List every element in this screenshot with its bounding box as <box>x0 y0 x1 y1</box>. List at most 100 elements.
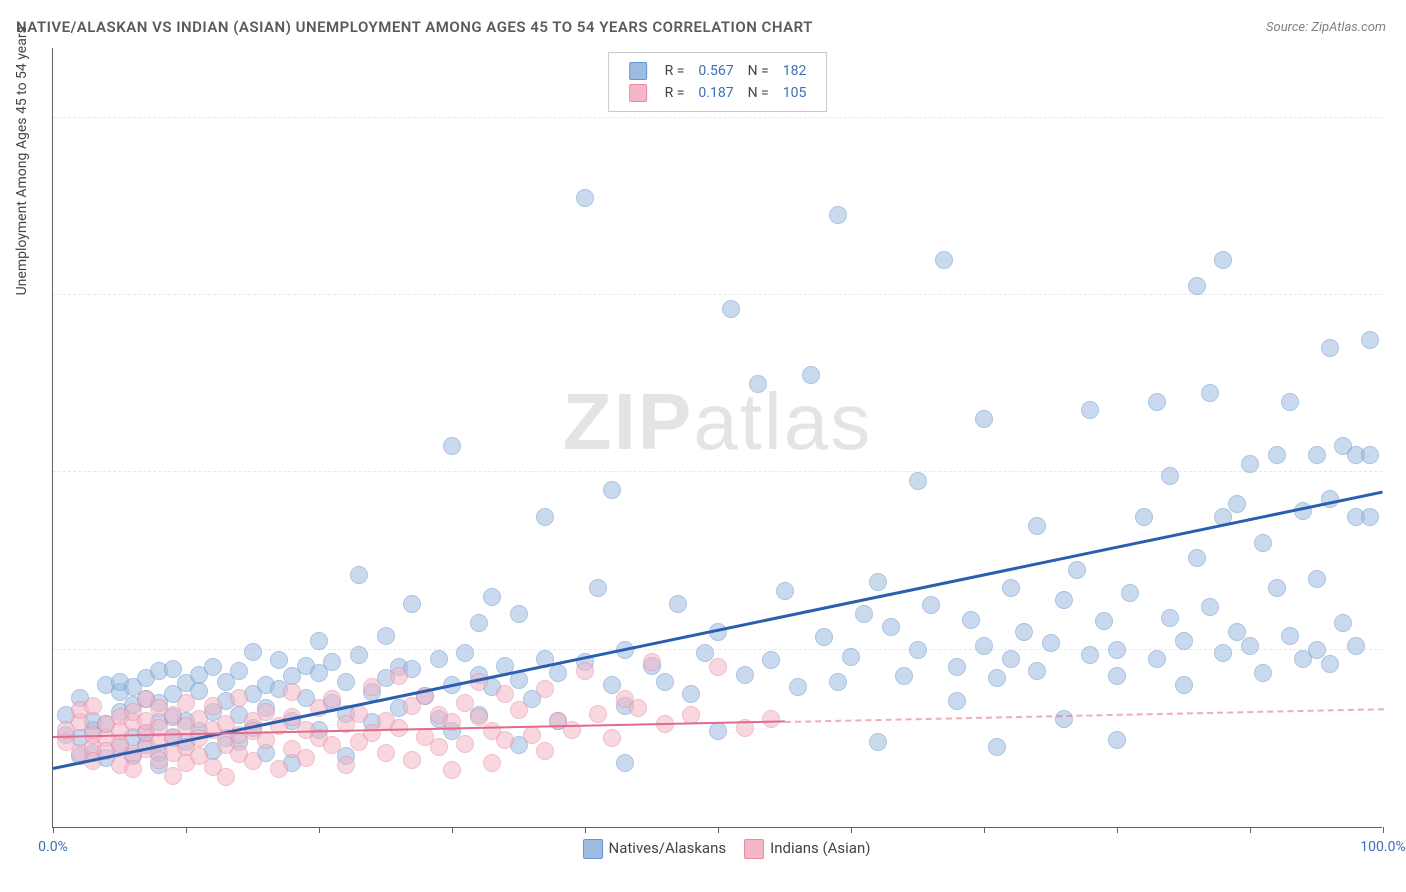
data-point <box>696 644 714 662</box>
data-point <box>443 437 461 455</box>
watermark: ZIPatlas <box>563 376 872 468</box>
legend-r-value: 0.567 <box>692 61 739 81</box>
data-point <box>377 627 395 645</box>
data-point <box>1121 584 1139 602</box>
data-point <box>1002 579 1020 597</box>
data-point <box>1308 570 1326 588</box>
data-point <box>483 588 501 606</box>
legend-r-value: 0.187 <box>692 83 739 103</box>
data-point <box>762 651 780 669</box>
source-attribution: Source: ZipAtlas.com <box>1266 20 1386 35</box>
data-point <box>1334 614 1352 632</box>
data-point <box>510 605 528 623</box>
data-point <box>443 761 461 779</box>
data-point <box>1228 495 1246 513</box>
legend-series-label: Indians (Asian) <box>770 839 870 857</box>
x-tick <box>452 827 453 833</box>
data-point <box>1308 641 1326 659</box>
data-point <box>948 658 966 676</box>
data-point <box>1015 623 1033 641</box>
data-point <box>1254 664 1272 682</box>
data-point <box>1228 623 1246 641</box>
data-point <box>337 756 355 774</box>
data-point <box>1028 662 1046 680</box>
data-point <box>257 731 275 749</box>
legend-correlation: R =0.567N =182R =0.187N =105 <box>608 52 828 112</box>
data-point <box>270 651 288 669</box>
data-point <box>988 738 1006 756</box>
data-point <box>1321 655 1339 673</box>
x-tick <box>53 827 54 833</box>
legend-swatch <box>583 839 603 859</box>
data-point <box>283 683 301 701</box>
legend-swatch <box>744 839 764 859</box>
data-point <box>403 595 421 613</box>
x-tick <box>984 827 985 833</box>
data-point <box>643 653 661 671</box>
data-point <box>815 628 833 646</box>
legend-n-label: N = <box>742 61 775 81</box>
data-point <box>975 637 993 655</box>
legend-r-label: R = <box>659 61 691 81</box>
data-point <box>1347 637 1365 655</box>
data-point <box>456 644 474 662</box>
data-point <box>1095 612 1113 630</box>
data-point <box>776 582 794 600</box>
y-tick-label: 30.0% <box>1392 271 1406 287</box>
data-point <box>536 680 554 698</box>
data-point <box>855 605 873 623</box>
gridline <box>53 471 1382 472</box>
x-tick-label: 100.0% <box>1360 839 1405 855</box>
data-point <box>1241 455 1259 473</box>
data-point <box>1148 393 1166 411</box>
data-point <box>722 300 740 318</box>
data-point <box>669 595 687 613</box>
data-point <box>1281 393 1299 411</box>
data-point <box>1148 650 1166 668</box>
data-point <box>164 660 182 678</box>
data-point <box>483 754 501 772</box>
data-point <box>204 697 222 715</box>
legend-swatch <box>629 84 647 102</box>
data-point <box>802 366 820 384</box>
data-point <box>1281 627 1299 645</box>
data-point <box>909 472 927 490</box>
data-point <box>975 410 993 428</box>
data-point <box>350 566 368 584</box>
legend-r-label: R = <box>659 83 691 103</box>
data-point <box>430 650 448 668</box>
data-point <box>1188 277 1206 295</box>
data-point <box>589 579 607 597</box>
data-point <box>1254 534 1272 552</box>
data-point <box>829 206 847 224</box>
data-point <box>390 667 408 685</box>
data-point <box>1214 251 1232 269</box>
data-point <box>323 690 341 708</box>
y-axis-label: Unemployment Among Ages 45 to 54 years <box>14 26 30 295</box>
data-point <box>1081 401 1099 419</box>
data-point <box>1161 467 1179 485</box>
data-point <box>350 646 368 664</box>
data-point <box>403 751 421 769</box>
legend-n-value: 105 <box>777 83 813 103</box>
data-point <box>1361 446 1379 464</box>
data-point <box>749 375 767 393</box>
legend-n-value: 182 <box>777 61 813 81</box>
data-point <box>576 662 594 680</box>
data-point <box>563 721 581 739</box>
data-point <box>1068 561 1086 579</box>
data-point <box>842 648 860 666</box>
data-point <box>1055 591 1073 609</box>
data-point <box>456 735 474 753</box>
data-point <box>869 573 887 591</box>
data-point <box>1361 331 1379 349</box>
data-point <box>536 508 554 526</box>
data-point <box>909 641 927 659</box>
data-point <box>1175 632 1193 650</box>
data-point <box>310 632 328 650</box>
gridline <box>53 117 1382 118</box>
data-point <box>1214 644 1232 662</box>
data-point <box>1241 637 1259 655</box>
data-point <box>869 733 887 751</box>
data-point <box>217 768 235 786</box>
